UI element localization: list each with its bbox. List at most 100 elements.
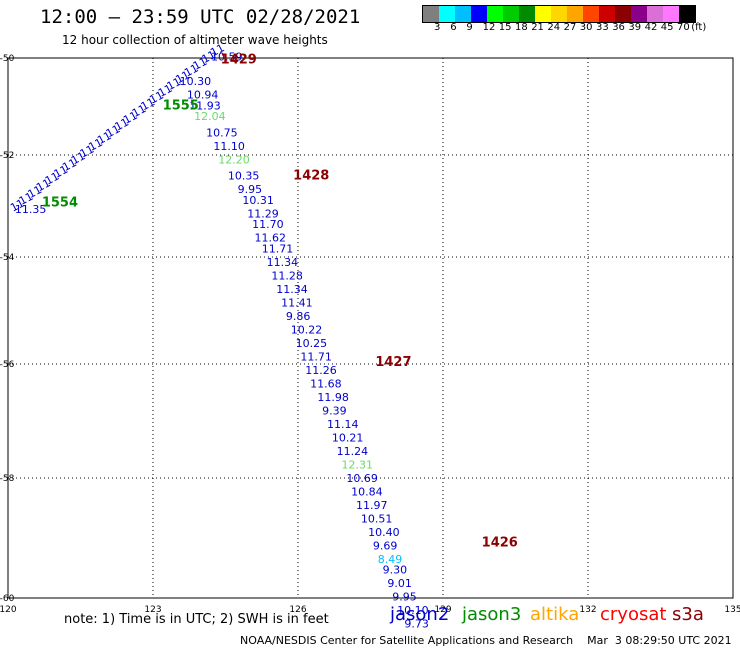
wave-height-value: 11.71 (262, 242, 294, 255)
wave-height-value: 10.21 (332, 431, 364, 444)
wave-height-value: 10.51 (361, 512, 393, 525)
wave-height-value: 11.35 (15, 203, 47, 216)
satellite-legend-cryosat: cryosat (600, 604, 667, 625)
color-swatch (423, 6, 439, 22)
pass-number-labels: 1429 1428 1427 1426 1555 1554 (42, 52, 518, 550)
color-swatch (615, 6, 631, 22)
color-swatch (631, 6, 647, 22)
wave-height-value: 9.95 (238, 183, 262, 196)
ascending-track-mark: 11 (113, 115, 131, 133)
wave-height-value: 10.10 (397, 604, 429, 617)
lon-tick-label: 120 (0, 605, 17, 615)
ascending-track-mark: 11 (34, 176, 52, 194)
wave-height-value: 11.26 (305, 364, 337, 377)
wave-height-value: 11.28 (271, 269, 303, 282)
map-subtitle: 12 hour collection of altimeter wave hei… (62, 33, 328, 47)
wave-height-value: 10.69 (346, 472, 378, 485)
wave-height-value: 11.98 (317, 391, 349, 404)
color-scale-label: 70 (677, 22, 690, 33)
lon-tick-label: 123 (144, 605, 161, 615)
ascending-track-mark: 11 (208, 41, 226, 59)
ascending-track-mark: 11 (8, 196, 26, 214)
wave-height-value: 11.68 (310, 377, 342, 390)
pass-number-label: 1427 (375, 355, 411, 370)
ascending-track-mark: 11 (147, 88, 165, 106)
color-swatch (567, 6, 583, 22)
wave-height-value: 11.10 (213, 140, 245, 153)
wave-height-value: 9.69 (373, 539, 398, 552)
ascending-track-mark: 11 (191, 55, 209, 73)
wave-height-value: 11.41 (281, 296, 313, 309)
ascending-track-mark: 11 (17, 190, 35, 208)
color-scale-label: 18 (515, 22, 528, 33)
wave-height-value: 9.30 (383, 564, 408, 577)
lat-tick-label: -54 (0, 253, 15, 263)
color-swatch (487, 6, 503, 22)
legend-note: note: 1) Time is in UTC; 2) SWH is in fe… (64, 612, 329, 627)
color-swatch (535, 6, 551, 22)
wave-height-value: 10.59 (211, 51, 243, 64)
lon-tick-label: 126 (289, 605, 306, 615)
lat-tick-label: -60 (0, 594, 15, 604)
color-scale-label: 9 (466, 22, 473, 33)
ascending-track-mark: 11 (69, 149, 87, 167)
satellite-legend-jason3: jason3 (462, 604, 522, 625)
color-scale-label: 27 (563, 22, 577, 33)
wave-height-color-scale (422, 5, 696, 23)
ascending-track-mark: 11 (130, 102, 148, 120)
color-swatch (663, 6, 679, 22)
pass-number-label: 1555 (163, 98, 199, 113)
ascending-track-mark: 11 (156, 82, 174, 100)
color-scale-label: 6 (450, 22, 457, 33)
lat-tick-label: -52 (0, 151, 14, 161)
ascending-track-mark: 11 (165, 75, 183, 93)
satellite-legend-altika: altika (530, 604, 580, 625)
pass-number-label: 1554 (42, 196, 78, 211)
ascending-track-mark: 11 (173, 68, 191, 86)
wave-height-value: 10.84 (351, 485, 383, 498)
satellite-legend-s3a: s3a (672, 604, 704, 625)
wave-height-value: 10.40 (368, 526, 400, 539)
ascending-track-labels: 1111111111111111111111111111111111111111… (8, 41, 227, 216)
wave-height-value: 10.75 (206, 126, 238, 139)
wave-height-value: 10.94 (187, 89, 219, 102)
color-scale-label: 36 (612, 22, 625, 33)
wave-height-value: 9.01 (387, 577, 412, 590)
wave-height-value: 9.73 (404, 618, 429, 631)
color-scale-label: 21 (531, 22, 544, 33)
lat-tick-label: -58 (0, 474, 15, 484)
wave-height-value: 9.39 (322, 404, 347, 417)
ascending-track-mark: 11 (52, 163, 70, 181)
color-scale-label: 12 (482, 22, 496, 33)
color-scale-label: 24 (547, 22, 561, 33)
ascending-track-mark: 11 (43, 169, 61, 187)
pass-number-label: 1426 (482, 536, 518, 551)
color-scale-label: 3 (434, 22, 441, 33)
color-swatch (647, 6, 663, 22)
wave-height-value: 9.86 (286, 310, 311, 323)
wave-height-value: 12.04 (194, 110, 226, 123)
wave-height-value: 11.93 (189, 99, 221, 112)
ascending-track-mark: 11 (200, 48, 218, 66)
pass-number-label: 1429 (221, 52, 257, 67)
ascending-track-mark: 11 (78, 142, 96, 160)
wave-height-value: 11.34 (267, 256, 299, 269)
color-swatch (599, 6, 615, 22)
ascending-track-mark: 11 (95, 129, 113, 147)
wave-height-value: 12.31 (342, 458, 374, 471)
map-frame (7, 57, 734, 599)
satellite-legend-jason2: jason2 (390, 604, 450, 625)
color-scale-label: 30 (579, 22, 593, 33)
wave-height-value: 11.14 (327, 418, 359, 431)
wave-height-value: 10.31 (242, 194, 274, 207)
map-axis-ticks: 120 123 126 129 132 135 -50 -52 -54 -56 -58 -60 (0, 54, 740, 615)
ascending-track-mark: 11 (104, 122, 122, 140)
color-swatch (519, 6, 535, 22)
lat-tick-label: -50 (0, 54, 15, 64)
lon-tick-label: 135 (724, 605, 740, 615)
wave-height-value: 10.25 (296, 337, 328, 350)
color-swatch (455, 6, 471, 22)
lon-tick-label: 132 (579, 605, 596, 615)
